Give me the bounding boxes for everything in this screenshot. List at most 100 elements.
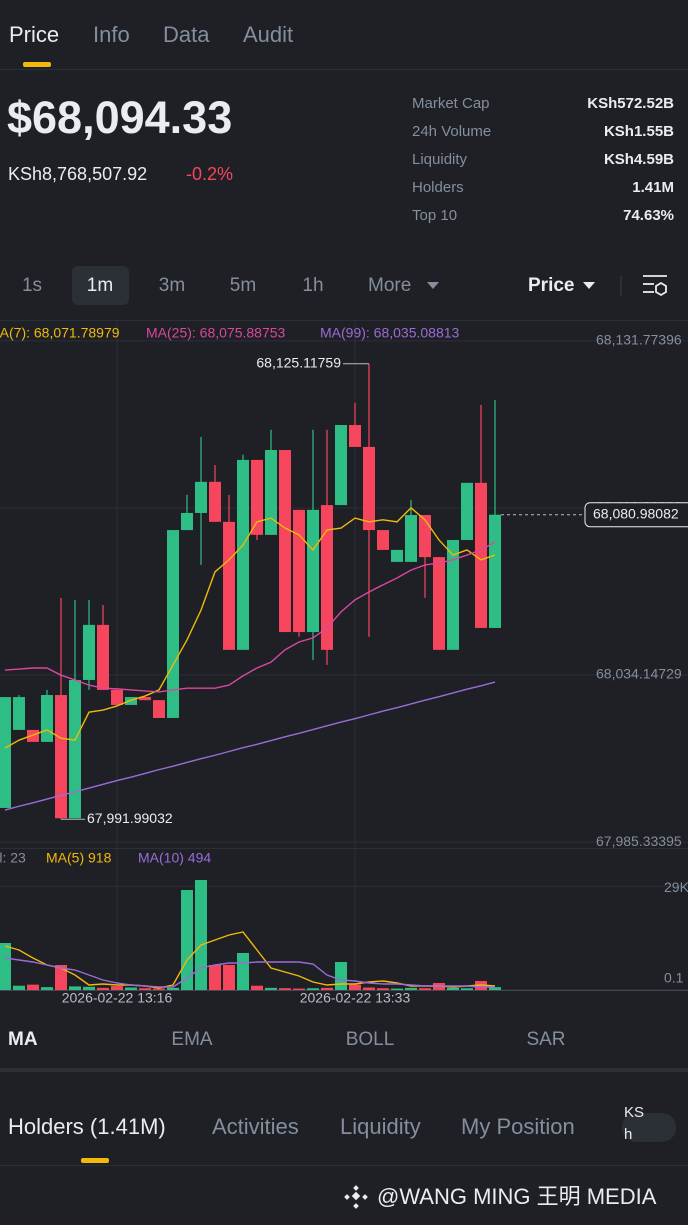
candle-body [41,695,53,742]
icon-part [351,1191,361,1201]
timeframe[interactable]: 5m [230,275,256,296]
volume-bar [111,986,123,990]
volume-bar [167,987,179,990]
y-tick-label: 68,034.14729 [596,666,682,682]
volume-bar [265,987,277,990]
last-price-box [584,502,688,528]
icon-part [353,1203,359,1209]
tab-price[interactable]: Price [9,22,59,47]
volume-bar [209,965,221,990]
watermark-icon [344,1185,368,1209]
icon-hex [655,281,667,297]
volume-bar [279,988,291,990]
volume-bar [489,987,501,990]
volume-ma-line [4,957,495,988]
candle-body [97,624,109,690]
volume-bar [125,987,137,990]
indicator[interactable]: BOLL [346,1029,395,1050]
stat-label: Holders [412,179,464,196]
settings-icon[interactable] [643,275,667,297]
watermark: @WANG MING 王明 MEDIA [377,1184,657,1209]
legend-entry: MA(5) 918 [46,850,112,866]
stat-label: Market Cap [412,95,490,112]
volume-ma-line [4,931,496,989]
indicator[interactable]: EMA [171,1029,213,1050]
timeframe[interactable]: 1m [87,275,113,296]
legend-entry: MA(99): 68,035.08813 [320,325,460,341]
volume-bar [377,988,389,990]
candle-body [265,449,277,535]
candle-body [391,549,403,562]
timeframe-more[interactable]: More [368,275,411,296]
y-tick-label: 29K [664,879,688,895]
candle-body [377,530,389,550]
annotation: 68,125.11759 [256,354,341,370]
candle-body [209,481,221,522]
candle-body [349,425,361,447]
bottom-tab[interactable]: Liquidity [340,1114,421,1139]
icon-part [353,1185,359,1191]
candle-body [335,425,347,506]
candle-body [139,697,151,701]
timeframe[interactable]: 3m [159,275,185,296]
volume-bar [419,988,431,990]
timeframe[interactable]: 1h [302,275,323,296]
caret [427,282,439,289]
bottom-tab[interactable]: Holders (1.41M) [8,1114,166,1139]
indicator[interactable]: SAR [526,1029,565,1050]
toggle-label-box: KSh [624,1104,644,1143]
volume-bar [69,986,81,990]
tab-info[interactable]: Info [93,22,130,47]
candle-body [223,521,235,650]
bottom-tab[interactable]: My Position [461,1114,575,1139]
candle-body [363,446,375,531]
icon-part [362,1194,368,1200]
stat-value: 74.63% [623,207,674,224]
legend-entry: MA(25): 68,075.88753 [146,325,286,341]
volume-bar [335,962,347,990]
candle-body [475,482,487,628]
timeframe[interactable]: 1s [22,275,42,296]
price-toggle[interactable]: Price [528,275,574,296]
stat-value: 1.41M [632,179,674,196]
candle-body [433,557,445,650]
volume-bar [307,988,319,990]
stat-value: KSh572.52B [587,95,674,112]
volume-bar [27,984,39,990]
x-tick-label: 2026-02-22 13:16 [62,990,173,1006]
candle-body [55,695,67,819]
candle-body [125,697,137,705]
volume-bar [293,988,305,990]
tab-underline [23,62,51,67]
volume-bar [461,988,473,990]
legend-entry: MA(7): 68,071.78979 [0,325,120,341]
tab-audit[interactable]: Audit [243,22,293,47]
volume-bar [223,965,235,990]
candle-body [405,515,417,562]
y-tick-label: 0.1 [664,970,684,986]
volume-bar [83,986,95,990]
bottom-tab[interactable]: Activities [212,1114,299,1139]
stat-value: KSh1.55B [604,123,674,140]
stat-value: KSh4.59B [604,151,674,168]
ma-line [4,506,496,749]
candle-body [83,624,95,680]
volume-bar [97,987,109,990]
legend-entry: Vol: 23 [0,850,26,866]
indicator[interactable]: MA [8,1029,38,1050]
toggle[interactable] [622,1113,676,1142]
volume-bar [139,988,151,990]
candle-body [419,515,431,558]
section-divider [0,1068,688,1072]
stat-label: Top 10 [412,207,457,224]
legend-entry: MA(10) 494 [138,850,211,866]
chart: 68,131.7739668,082.9606268,034.1472967,9… [0,322,688,1006]
volume-bar [195,880,207,990]
volume-bar [447,987,459,990]
volume-bar [13,985,25,990]
change: -0.2% [186,164,233,184]
tab-data[interactable]: Data [163,22,210,47]
volume-bar [363,987,375,990]
candle-body [13,697,25,730]
